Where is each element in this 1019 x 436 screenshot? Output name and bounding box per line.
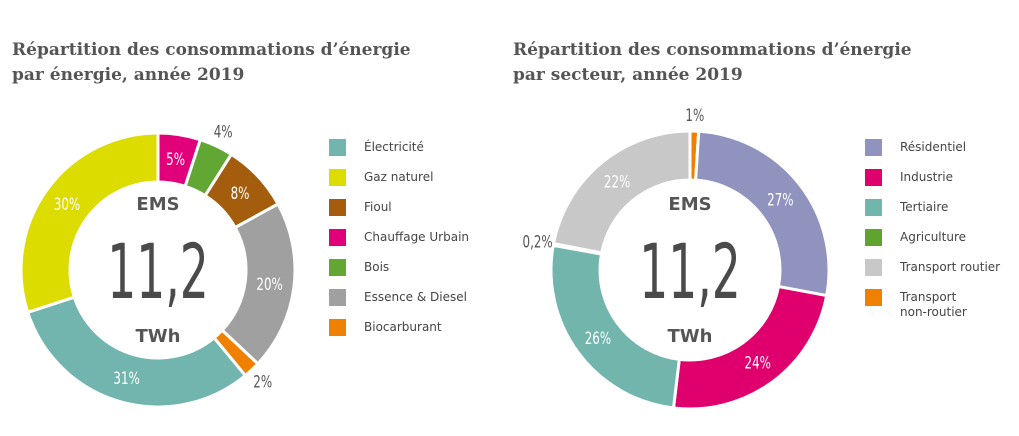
slice-label: 24% bbox=[745, 353, 771, 373]
legend-label: Chauffage Urbain bbox=[364, 230, 470, 244]
slice-label: 26% bbox=[585, 329, 611, 349]
chart-title-sector: Répartition des consommations d’énergie … bbox=[513, 38, 912, 88]
legend-label: Bois bbox=[364, 260, 390, 274]
legend-label: Gaz naturel bbox=[364, 170, 434, 184]
slice-label: 31% bbox=[113, 369, 139, 389]
title-line-2: par secteur, année 2019 bbox=[513, 65, 743, 85]
legend-label: Biocarburant bbox=[364, 320, 442, 334]
legend-swatch bbox=[865, 139, 882, 156]
legend-swatch bbox=[865, 259, 882, 276]
slice-label: 1% bbox=[685, 106, 704, 126]
slice-label: 30% bbox=[54, 195, 80, 215]
chart-title-energy: Répartition des consommations d’énergie … bbox=[12, 38, 411, 88]
slice-label: 20% bbox=[256, 275, 282, 295]
slice-label: 2% bbox=[253, 372, 272, 392]
legend-item: Industrie bbox=[865, 169, 1000, 200]
center-unit: TWh bbox=[668, 326, 713, 347]
legend-item: Biocarburant bbox=[329, 319, 469, 350]
center-value: 11,2 bbox=[107, 228, 209, 317]
legend-swatch bbox=[329, 139, 346, 156]
legend-item: Transport non-routier bbox=[865, 289, 1000, 320]
legend-swatch bbox=[329, 259, 346, 276]
legend-swatch bbox=[865, 199, 882, 216]
center-unit: TWh bbox=[136, 326, 181, 347]
slice-transport-routier bbox=[551, 129, 692, 255]
legend-label: Transport non-routier bbox=[900, 290, 967, 319]
legend-item: Agriculture bbox=[865, 229, 1000, 260]
legend-swatch bbox=[329, 199, 346, 216]
slice-label: 8% bbox=[231, 184, 250, 204]
legend-item: Fioul bbox=[329, 199, 469, 230]
legend-item: Essence & Diesel bbox=[329, 289, 469, 320]
legend-swatch bbox=[329, 229, 346, 246]
slice-label: 4% bbox=[214, 123, 233, 143]
legend-label: Industrie bbox=[900, 170, 953, 184]
legend-item: Chauffage Urbain bbox=[329, 229, 470, 260]
title-line-1: Répartition des consommations d’énergie bbox=[513, 40, 912, 60]
slice-label: 27% bbox=[767, 191, 793, 211]
legend-label: Agriculture bbox=[900, 230, 966, 244]
slice--lectricit- bbox=[25, 295, 248, 409]
legend-item: Transport routier bbox=[865, 259, 1001, 290]
donut-chart-energy: 5% 4% 8% 20% 2% 31% 30% EMS 11,2 TWh bbox=[19, 123, 297, 409]
legend-item: Tertiaire bbox=[865, 199, 1000, 230]
legend-swatch bbox=[329, 319, 346, 336]
legend-item: Électricité bbox=[329, 139, 469, 170]
legend-label: Transport routier bbox=[900, 260, 1001, 274]
legend-swatch bbox=[329, 169, 346, 186]
center-label-top: EMS bbox=[136, 194, 179, 215]
center-label-top: EMS bbox=[668, 194, 711, 215]
legend-item: Résidentiel bbox=[865, 139, 1000, 170]
title-line-2: par énergie, année 2019 bbox=[12, 65, 245, 85]
slice-gaz-naturel bbox=[19, 131, 160, 315]
legend-label: Électricité bbox=[364, 140, 424, 154]
legend-item: Bois bbox=[329, 259, 469, 290]
legend-label: Tertiaire bbox=[900, 200, 949, 214]
slice-label: 5% bbox=[166, 150, 185, 170]
legend-swatch bbox=[329, 289, 346, 306]
legend-label: Fioul bbox=[364, 200, 392, 214]
legend-sector: Résidentiel Industrie Tertiaire Agriculture… bbox=[865, 139, 1001, 320]
legend-label: Résidentiel bbox=[900, 140, 967, 154]
legend-energy: Électricité Gaz naturel Fioul Chauffage Urb… bbox=[329, 139, 470, 350]
legend-swatch bbox=[865, 229, 882, 246]
slice-label: 22% bbox=[604, 173, 630, 193]
title-line-1: Répartition des consommations d’énergie bbox=[12, 40, 411, 60]
legend-item: Gaz naturel bbox=[329, 169, 469, 200]
slice-tertiaire bbox=[549, 243, 681, 410]
legend-swatch bbox=[865, 169, 882, 186]
legend-label: Essence & Diesel bbox=[364, 290, 467, 304]
slice-label: 0,2% bbox=[523, 232, 553, 252]
center-value: 11,2 bbox=[639, 228, 741, 317]
legend-swatch bbox=[865, 289, 882, 306]
